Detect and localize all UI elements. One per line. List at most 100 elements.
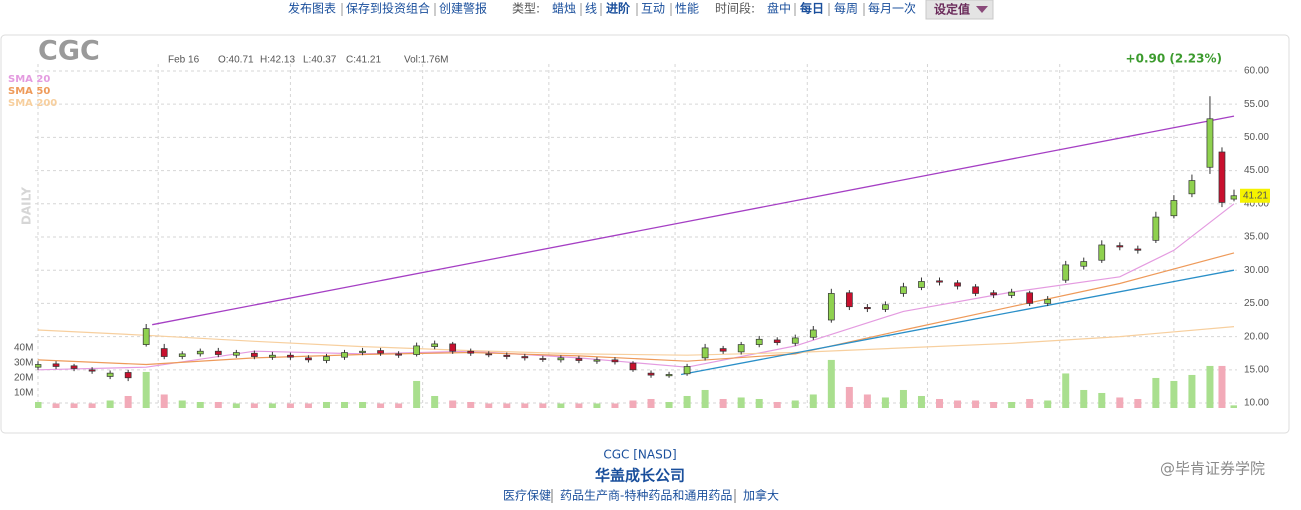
toolbar-link[interactable]: 盘中 <box>767 1 791 16</box>
volume-tick-label: 10M <box>14 388 33 399</box>
volume-bar <box>701 389 709 408</box>
volume-bar <box>467 401 475 408</box>
last-price-box <box>1240 188 1270 203</box>
candle-body <box>1026 292 1034 304</box>
candle-body <box>900 286 907 294</box>
chart-title: CGC <box>38 36 100 67</box>
candle-body <box>413 345 420 355</box>
candle-body <box>232 352 240 356</box>
candle-body <box>755 338 763 345</box>
volume-bar <box>214 401 222 408</box>
y-tick-label: 45.00 <box>1244 165 1269 176</box>
settings-button[interactable]: 设定值 <box>934 2 970 17</box>
legend-entry: SMA 50 <box>8 86 50 97</box>
quote-field: L:40.37 <box>303 55 337 66</box>
toolbar-link[interactable]: 发布图表 <box>288 1 336 16</box>
toolbar-label: 类型: <box>512 2 540 16</box>
volume-bar <box>124 395 132 408</box>
candle-body <box>287 354 294 358</box>
volume-bar <box>737 397 745 408</box>
volume-bar <box>755 398 763 408</box>
candle-body <box>990 292 997 296</box>
trendline <box>152 115 1235 326</box>
volume-bar <box>863 394 871 408</box>
toolbar-link[interactable]: 每日 <box>800 1 824 16</box>
candle-body <box>70 365 78 369</box>
volume-bar <box>1218 365 1226 408</box>
quote-field: Feb 16 <box>168 55 200 66</box>
volume-bar <box>106 400 114 408</box>
quote-field: Vol:1.76M <box>404 55 448 66</box>
toolbar-link[interactable]: 蜡烛 <box>552 2 576 16</box>
candle-body <box>593 359 601 362</box>
toolbar-link[interactable]: 线 <box>585 2 597 16</box>
y-tick-label: 35.00 <box>1244 232 1269 243</box>
candle-body <box>359 350 366 353</box>
quote-field: H:42.13 <box>260 55 295 66</box>
volume-tick-label: 20M <box>14 373 33 384</box>
sector-link[interactable]: 药品生产商-特种药品和通用药品 <box>560 488 732 503</box>
volume-bar <box>359 401 367 408</box>
volume-bar <box>286 403 294 408</box>
sector-link[interactable]: 加拿大 <box>743 488 779 503</box>
settings-button-bg[interactable] <box>925 0 994 20</box>
volume-bar <box>431 395 439 408</box>
volume-bar <box>88 403 96 408</box>
candle-body <box>88 369 96 372</box>
candle-body <box>269 354 276 358</box>
candle-body <box>1206 118 1214 168</box>
volume-bar <box>377 403 385 408</box>
toolbar-link[interactable]: 性能 <box>675 2 699 16</box>
volume-bar <box>1080 389 1088 408</box>
volume-bar <box>629 400 637 408</box>
company-name[interactable]: 华盖成长公司 <box>595 467 685 485</box>
candle-body <box>936 280 943 283</box>
toolbar-link[interactable]: 互动 <box>641 2 665 16</box>
y-tick-label: 40.00 <box>1244 198 1269 209</box>
candle-body <box>106 372 114 377</box>
volume-bar <box>1206 365 1214 408</box>
candle-body <box>1170 200 1178 217</box>
volume-bar <box>557 403 565 408</box>
y-tick-label: 10.00 <box>1244 398 1269 409</box>
volume-bar <box>575 403 583 408</box>
volume-bar <box>232 403 240 408</box>
candle-body <box>1044 299 1052 304</box>
volume-bar <box>1230 405 1237 408</box>
volume-bar <box>35 401 42 408</box>
candle-body <box>1134 248 1142 251</box>
volume-bar <box>719 398 727 408</box>
volume-bar <box>304 403 312 408</box>
candle-body <box>305 357 312 361</box>
volume-bar <box>1026 398 1034 408</box>
volume-bar <box>1188 374 1196 408</box>
volume-bar <box>413 380 421 408</box>
volume-bar <box>665 401 673 408</box>
candle-body <box>1218 151 1226 203</box>
toolbar-link[interactable]: 创建警报 <box>439 1 487 16</box>
volume-bar <box>250 403 258 408</box>
volume-bar <box>1044 400 1052 408</box>
candle-body <box>647 372 655 376</box>
toolbar-link[interactable]: 保存到投资组合 <box>346 1 430 16</box>
volume-bar <box>521 403 529 408</box>
toolbar-link[interactable]: 每月一次 <box>868 1 916 16</box>
candle-body <box>196 350 204 355</box>
candle-body <box>395 353 402 356</box>
toolbar-link[interactable]: 每周 <box>834 1 858 16</box>
dropdown-arrow <box>976 6 988 13</box>
volume-bar <box>322 401 330 408</box>
volume-bar <box>773 401 781 408</box>
volume-bar <box>827 359 835 408</box>
sector-link[interactable]: 医疗保健 <box>503 489 551 503</box>
volume-bar <box>196 401 204 408</box>
toolbar-link[interactable]: 进阶 <box>606 1 631 16</box>
symbol: CGC [NASD] <box>603 448 676 462</box>
candle-body <box>1116 245 1124 248</box>
candle-body <box>665 374 673 377</box>
candle-body <box>882 304 889 310</box>
volume-bar <box>972 400 980 408</box>
candle-body <box>449 343 457 352</box>
volume-bar <box>954 400 962 408</box>
